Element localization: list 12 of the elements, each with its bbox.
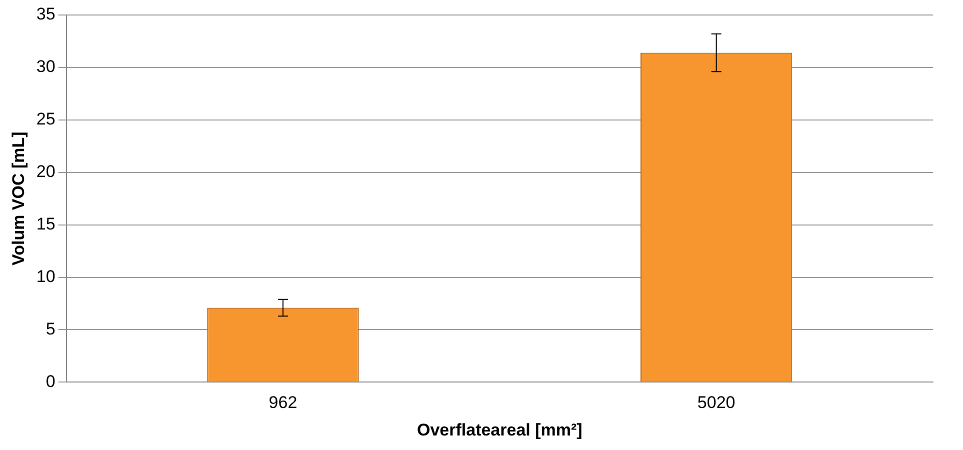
x-axis-title: Overflateareal [mm²] xyxy=(416,420,582,440)
y-tick-label: 35 xyxy=(36,4,56,24)
y-tick-label: 30 xyxy=(36,57,56,76)
y-axis-title: Volum VOC [mL] xyxy=(8,132,28,266)
y-tick-label: 10 xyxy=(36,266,56,286)
x-tick-label: 962 xyxy=(268,393,298,412)
x-tick-label: 5020 xyxy=(697,393,736,412)
y-tick-label: 15 xyxy=(36,214,56,234)
y-tick-label: 0 xyxy=(46,372,56,391)
y-tick-label: 25 xyxy=(36,110,56,129)
y-tick-label: 5 xyxy=(46,319,56,338)
y-tick-label: 20 xyxy=(36,162,56,182)
